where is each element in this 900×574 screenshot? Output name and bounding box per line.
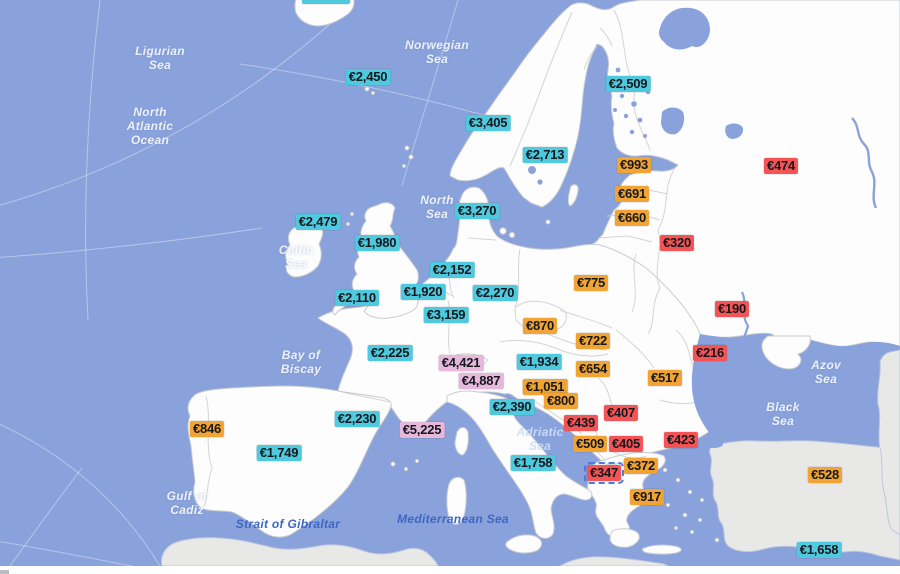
- price-label-clipped[interactable]: [302, 0, 350, 4]
- price-label[interactable]: €917: [629, 489, 665, 505]
- land-gotland: [567, 184, 579, 207]
- price-label[interactable]: €1,051: [522, 379, 568, 395]
- lake-ladoga: [661, 107, 685, 135]
- land-corsica: [454, 427, 469, 456]
- price-label[interactable]: €2,270: [472, 285, 518, 301]
- price-label[interactable]: €2,152: [429, 262, 475, 278]
- land-europe: [187, 0, 900, 555]
- land-caucasus-strip: [877, 349, 900, 536]
- price-label[interactable]: €372: [623, 458, 659, 474]
- price-label[interactable]: €2,230: [334, 411, 380, 427]
- price-label[interactable]: €1,920: [400, 284, 446, 300]
- price-label[interactable]: €846: [189, 421, 225, 437]
- land-crimea: [761, 335, 811, 370]
- price-label[interactable]: €216: [692, 345, 728, 361]
- price-label[interactable]: €2,713: [522, 147, 568, 163]
- price-label[interactable]: €2,509: [605, 76, 651, 92]
- price-label[interactable]: €1,749: [256, 445, 302, 461]
- price-label[interactable]: €660: [614, 210, 650, 226]
- price-label[interactable]: €3,270: [454, 203, 500, 219]
- price-label[interactable]: €1,934: [516, 354, 562, 370]
- price-label[interactable]: €654: [575, 361, 611, 377]
- price-label[interactable]: €1,758: [510, 455, 556, 471]
- price-label[interactable]: €722: [575, 333, 611, 349]
- price-label[interactable]: €2,479: [295, 214, 341, 230]
- price-label[interactable]: €4,421: [438, 355, 484, 371]
- price-label[interactable]: €320: [659, 235, 695, 251]
- sea-of-marmara: [705, 440, 723, 448]
- price-label[interactable]: €800: [543, 393, 579, 409]
- price-label[interactable]: €190: [714, 301, 750, 317]
- land-foreign: [161, 349, 900, 566]
- price-label[interactable]: €3,159: [423, 307, 469, 323]
- land-sardinia: [446, 476, 467, 525]
- price-label[interactable]: €423: [663, 432, 699, 448]
- lake-onega: [725, 123, 744, 139]
- land-iceland: [294, 0, 355, 27]
- white-sea: [659, 7, 710, 50]
- price-label[interactable]: €5,225: [399, 422, 445, 438]
- price-label[interactable]: €775: [573, 275, 609, 291]
- price-label[interactable]: €870: [522, 318, 558, 334]
- price-label[interactable]: €691: [614, 186, 650, 202]
- price-label[interactable]: €509: [572, 436, 608, 452]
- price-label[interactable]: €2,390: [489, 399, 535, 415]
- price-label[interactable]: €439: [563, 415, 599, 431]
- price-label[interactable]: €2,450: [345, 69, 391, 85]
- land-crete: [641, 544, 682, 555]
- land-north-africa-east: [559, 556, 669, 566]
- graticule-lines: [0, 0, 566, 566]
- price-label[interactable]: €3,405: [465, 115, 511, 131]
- bottom-margin: [0, 566, 900, 574]
- price-label[interactable]: €517: [647, 370, 683, 386]
- price-label[interactable]: €4,887: [458, 373, 504, 389]
- page-artifact: [0, 570, 9, 574]
- price-label[interactable]: €474: [763, 158, 799, 174]
- price-label[interactable]: €407: [603, 405, 639, 421]
- price-label[interactable]: €1,658: [796, 542, 842, 558]
- price-label[interactable]: €2,110: [335, 290, 379, 306]
- water-overlays: [528, 7, 900, 469]
- price-label[interactable]: €2,225: [367, 345, 413, 361]
- price-label-selected[interactable]: €347: [583, 462, 625, 484]
- land-turkey: [709, 440, 900, 561]
- black-azov-sea: [691, 334, 900, 469]
- land-north-africa-west: [161, 537, 439, 566]
- land-sicily: [505, 534, 543, 554]
- price-label[interactable]: €1,980: [354, 235, 400, 251]
- land-peloponnese: [609, 528, 640, 548]
- volga-river: [851, 117, 878, 209]
- price-label[interactable]: €528: [807, 467, 843, 483]
- price-label[interactable]: €993: [616, 157, 652, 173]
- price-label[interactable]: €405: [608, 436, 644, 452]
